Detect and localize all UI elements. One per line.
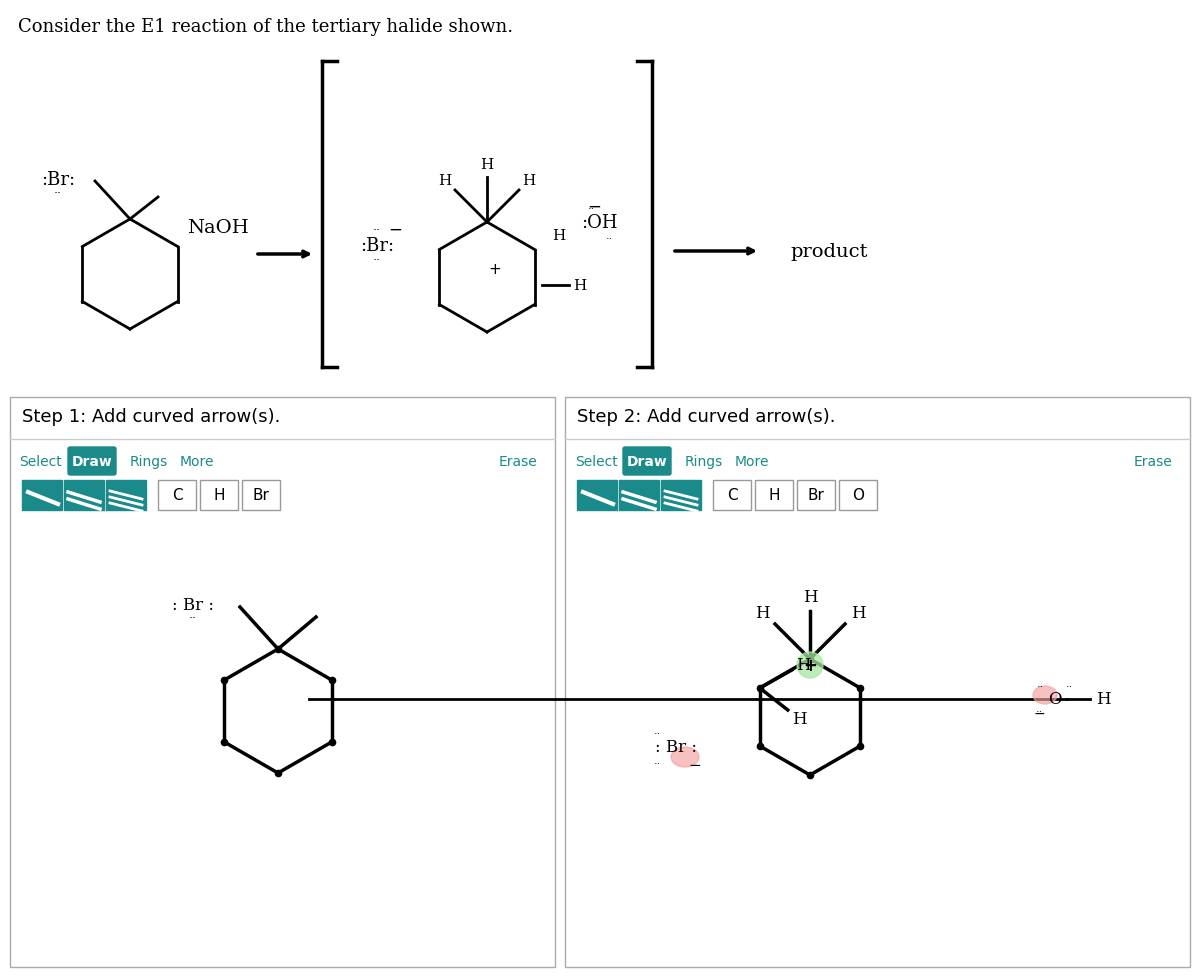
Text: ··: ·· [605, 234, 613, 244]
Text: Select: Select [19, 455, 62, 468]
Text: More: More [180, 455, 215, 468]
Bar [565, 398, 1190, 967]
Text: ··: ·· [587, 203, 595, 214]
Text: O: O [1049, 690, 1062, 708]
FancyBboxPatch shape [106, 480, 146, 511]
Text: :OH: :OH [581, 214, 617, 232]
Text: ··: ·· [1037, 682, 1044, 691]
Text: ··: ·· [373, 254, 382, 267]
Text: ··: ·· [1066, 682, 1073, 691]
Text: Rings: Rings [130, 455, 168, 468]
FancyBboxPatch shape [839, 480, 877, 511]
FancyBboxPatch shape [623, 448, 671, 475]
FancyBboxPatch shape [158, 480, 196, 511]
Text: :Br:: :Br: [360, 237, 394, 254]
Text: Step 2: Add curved arrow(s).: Step 2: Add curved arrow(s). [577, 408, 835, 425]
Text: ··: ·· [653, 729, 661, 738]
Text: Draw: Draw [626, 455, 667, 468]
Text: −: − [587, 198, 601, 216]
Text: −: − [388, 221, 402, 239]
Text: Select: Select [575, 455, 617, 468]
Text: H: H [438, 174, 451, 188]
Text: C: C [172, 488, 182, 503]
Text: H: H [803, 589, 817, 606]
Text: H: H [480, 157, 493, 172]
Text: H: H [214, 488, 224, 503]
Text: Erase: Erase [498, 455, 538, 468]
Text: NaOH: NaOH [187, 219, 248, 237]
Text: Rings: Rings [685, 455, 724, 468]
Text: :Br:: :Br: [41, 171, 76, 189]
Text: ··: ·· [373, 224, 382, 238]
Text: H: H [851, 604, 865, 622]
FancyBboxPatch shape [755, 480, 793, 511]
FancyBboxPatch shape [22, 480, 62, 511]
Text: ··: ·· [54, 188, 62, 200]
Text: H: H [574, 279, 587, 292]
Text: H: H [755, 604, 769, 622]
FancyBboxPatch shape [619, 480, 659, 511]
FancyBboxPatch shape [661, 480, 701, 511]
Text: Br: Br [808, 488, 824, 503]
Text: C: C [727, 488, 737, 503]
Text: ··: ·· [1036, 706, 1043, 716]
Text: H: H [768, 488, 780, 503]
Text: ··: ·· [653, 758, 661, 768]
Text: Step 1: Add curved arrow(s).: Step 1: Add curved arrow(s). [22, 408, 281, 425]
Text: More: More [734, 455, 769, 468]
Text: O: O [852, 488, 864, 503]
Text: Consider the E1 reaction of the tertiary halide shown.: Consider the E1 reaction of the tertiary… [18, 18, 514, 36]
Text: Erase: Erase [1133, 455, 1172, 468]
Text: −: − [1033, 706, 1045, 720]
FancyBboxPatch shape [200, 480, 238, 511]
Text: H: H [552, 229, 565, 243]
Text: Br: Br [252, 488, 270, 503]
Bar [10, 398, 554, 967]
FancyBboxPatch shape [64, 480, 104, 511]
Text: +: + [803, 656, 817, 674]
Circle shape [797, 652, 823, 679]
FancyBboxPatch shape [713, 480, 751, 511]
Text: −: − [689, 758, 701, 773]
Text: : Br :: : Br : [655, 738, 697, 756]
Text: H: H [1096, 690, 1110, 708]
Text: +: + [488, 262, 502, 277]
Text: H: H [792, 710, 808, 727]
Ellipse shape [671, 747, 698, 767]
FancyBboxPatch shape [577, 480, 617, 511]
Text: : Br :: : Br : [172, 596, 214, 613]
Ellipse shape [1033, 687, 1057, 704]
Text: product: product [790, 243, 868, 261]
FancyBboxPatch shape [68, 448, 116, 475]
Text: H: H [797, 656, 811, 673]
Text: Draw: Draw [72, 455, 113, 468]
FancyBboxPatch shape [797, 480, 835, 511]
Text: H: H [522, 174, 535, 188]
FancyBboxPatch shape [242, 480, 280, 511]
Text: ··: ·· [190, 612, 197, 625]
